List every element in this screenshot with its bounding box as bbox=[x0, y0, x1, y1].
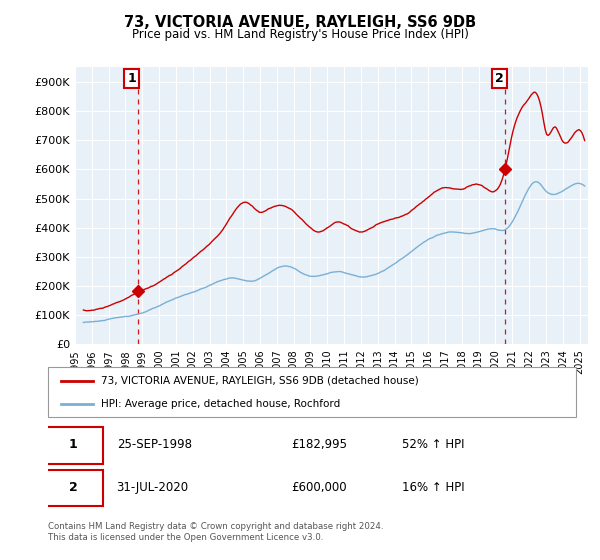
Text: Contains HM Land Registry data © Crown copyright and database right 2024.
This d: Contains HM Land Registry data © Crown c… bbox=[48, 522, 383, 542]
Text: 16% ↑ HPI: 16% ↑ HPI bbox=[402, 481, 464, 494]
Text: 52% ↑ HPI: 52% ↑ HPI bbox=[402, 438, 464, 451]
Text: 1: 1 bbox=[127, 72, 136, 85]
Text: 73, VICTORIA AVENUE, RAYLEIGH, SS6 9DB: 73, VICTORIA AVENUE, RAYLEIGH, SS6 9DB bbox=[124, 15, 476, 30]
Text: 1: 1 bbox=[69, 438, 78, 451]
Text: 25-SEP-1998: 25-SEP-1998 bbox=[116, 438, 191, 451]
Text: 73, VICTORIA AVENUE, RAYLEIGH, SS6 9DB (detached house): 73, VICTORIA AVENUE, RAYLEIGH, SS6 9DB (… bbox=[101, 376, 419, 386]
Text: 2: 2 bbox=[69, 481, 78, 494]
Text: £600,000: £600,000 bbox=[291, 481, 347, 494]
FancyBboxPatch shape bbox=[43, 470, 103, 506]
FancyBboxPatch shape bbox=[48, 367, 576, 417]
Text: £182,995: £182,995 bbox=[291, 438, 347, 451]
Text: 31-JUL-2020: 31-JUL-2020 bbox=[116, 481, 189, 494]
Text: Price paid vs. HM Land Registry's House Price Index (HPI): Price paid vs. HM Land Registry's House … bbox=[131, 28, 469, 41]
Text: 2: 2 bbox=[495, 72, 504, 85]
FancyBboxPatch shape bbox=[43, 427, 103, 464]
Text: HPI: Average price, detached house, Rochford: HPI: Average price, detached house, Roch… bbox=[101, 399, 340, 409]
